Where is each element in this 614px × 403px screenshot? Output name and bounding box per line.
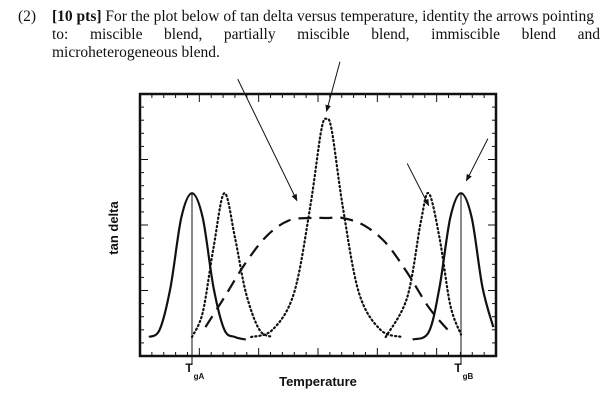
tan-delta-curve-1-solid xyxy=(148,192,247,341)
question-points: [10 pts] xyxy=(52,8,102,25)
plot-frame xyxy=(138,92,498,358)
tan-delta-curve-6-solid xyxy=(412,192,495,341)
y-axis-label: tan delta xyxy=(106,201,121,255)
pointer-arrow-4 xyxy=(465,138,489,182)
question-line-1: (2) [10 pts] For the plot below of tan de… xyxy=(18,8,600,26)
tick-label-gb: T xyxy=(454,361,462,375)
question-number: (2) xyxy=(18,8,37,25)
tick-label-gb-subscript: gB xyxy=(463,372,474,381)
tan-delta-curve-5-dotted xyxy=(384,191,463,339)
question-text-line2: to: miscible blend, partially miscible b… xyxy=(52,26,600,43)
question-text: (2) [10 pts] For the plot below of tan de… xyxy=(18,8,600,62)
tick-label-ga: T xyxy=(185,361,193,375)
pointer-arrow-1 xyxy=(237,78,298,202)
tick-label-ga-subscript: gA xyxy=(194,372,205,381)
tan-delta-curve-2-dotted xyxy=(190,192,274,339)
x-axis-label: Temperature xyxy=(279,374,357,389)
question-text-line1: For the plot below of tan delta versus t… xyxy=(105,8,594,25)
pointer-arrow-3 xyxy=(406,163,430,207)
tan-delta-curve-3-dashed xyxy=(204,216,449,331)
tan-delta-curve-4-dotted xyxy=(250,117,403,339)
question-text-line3: microheterogeneous blend. xyxy=(52,44,220,61)
pointer-arrow-2 xyxy=(325,61,341,113)
